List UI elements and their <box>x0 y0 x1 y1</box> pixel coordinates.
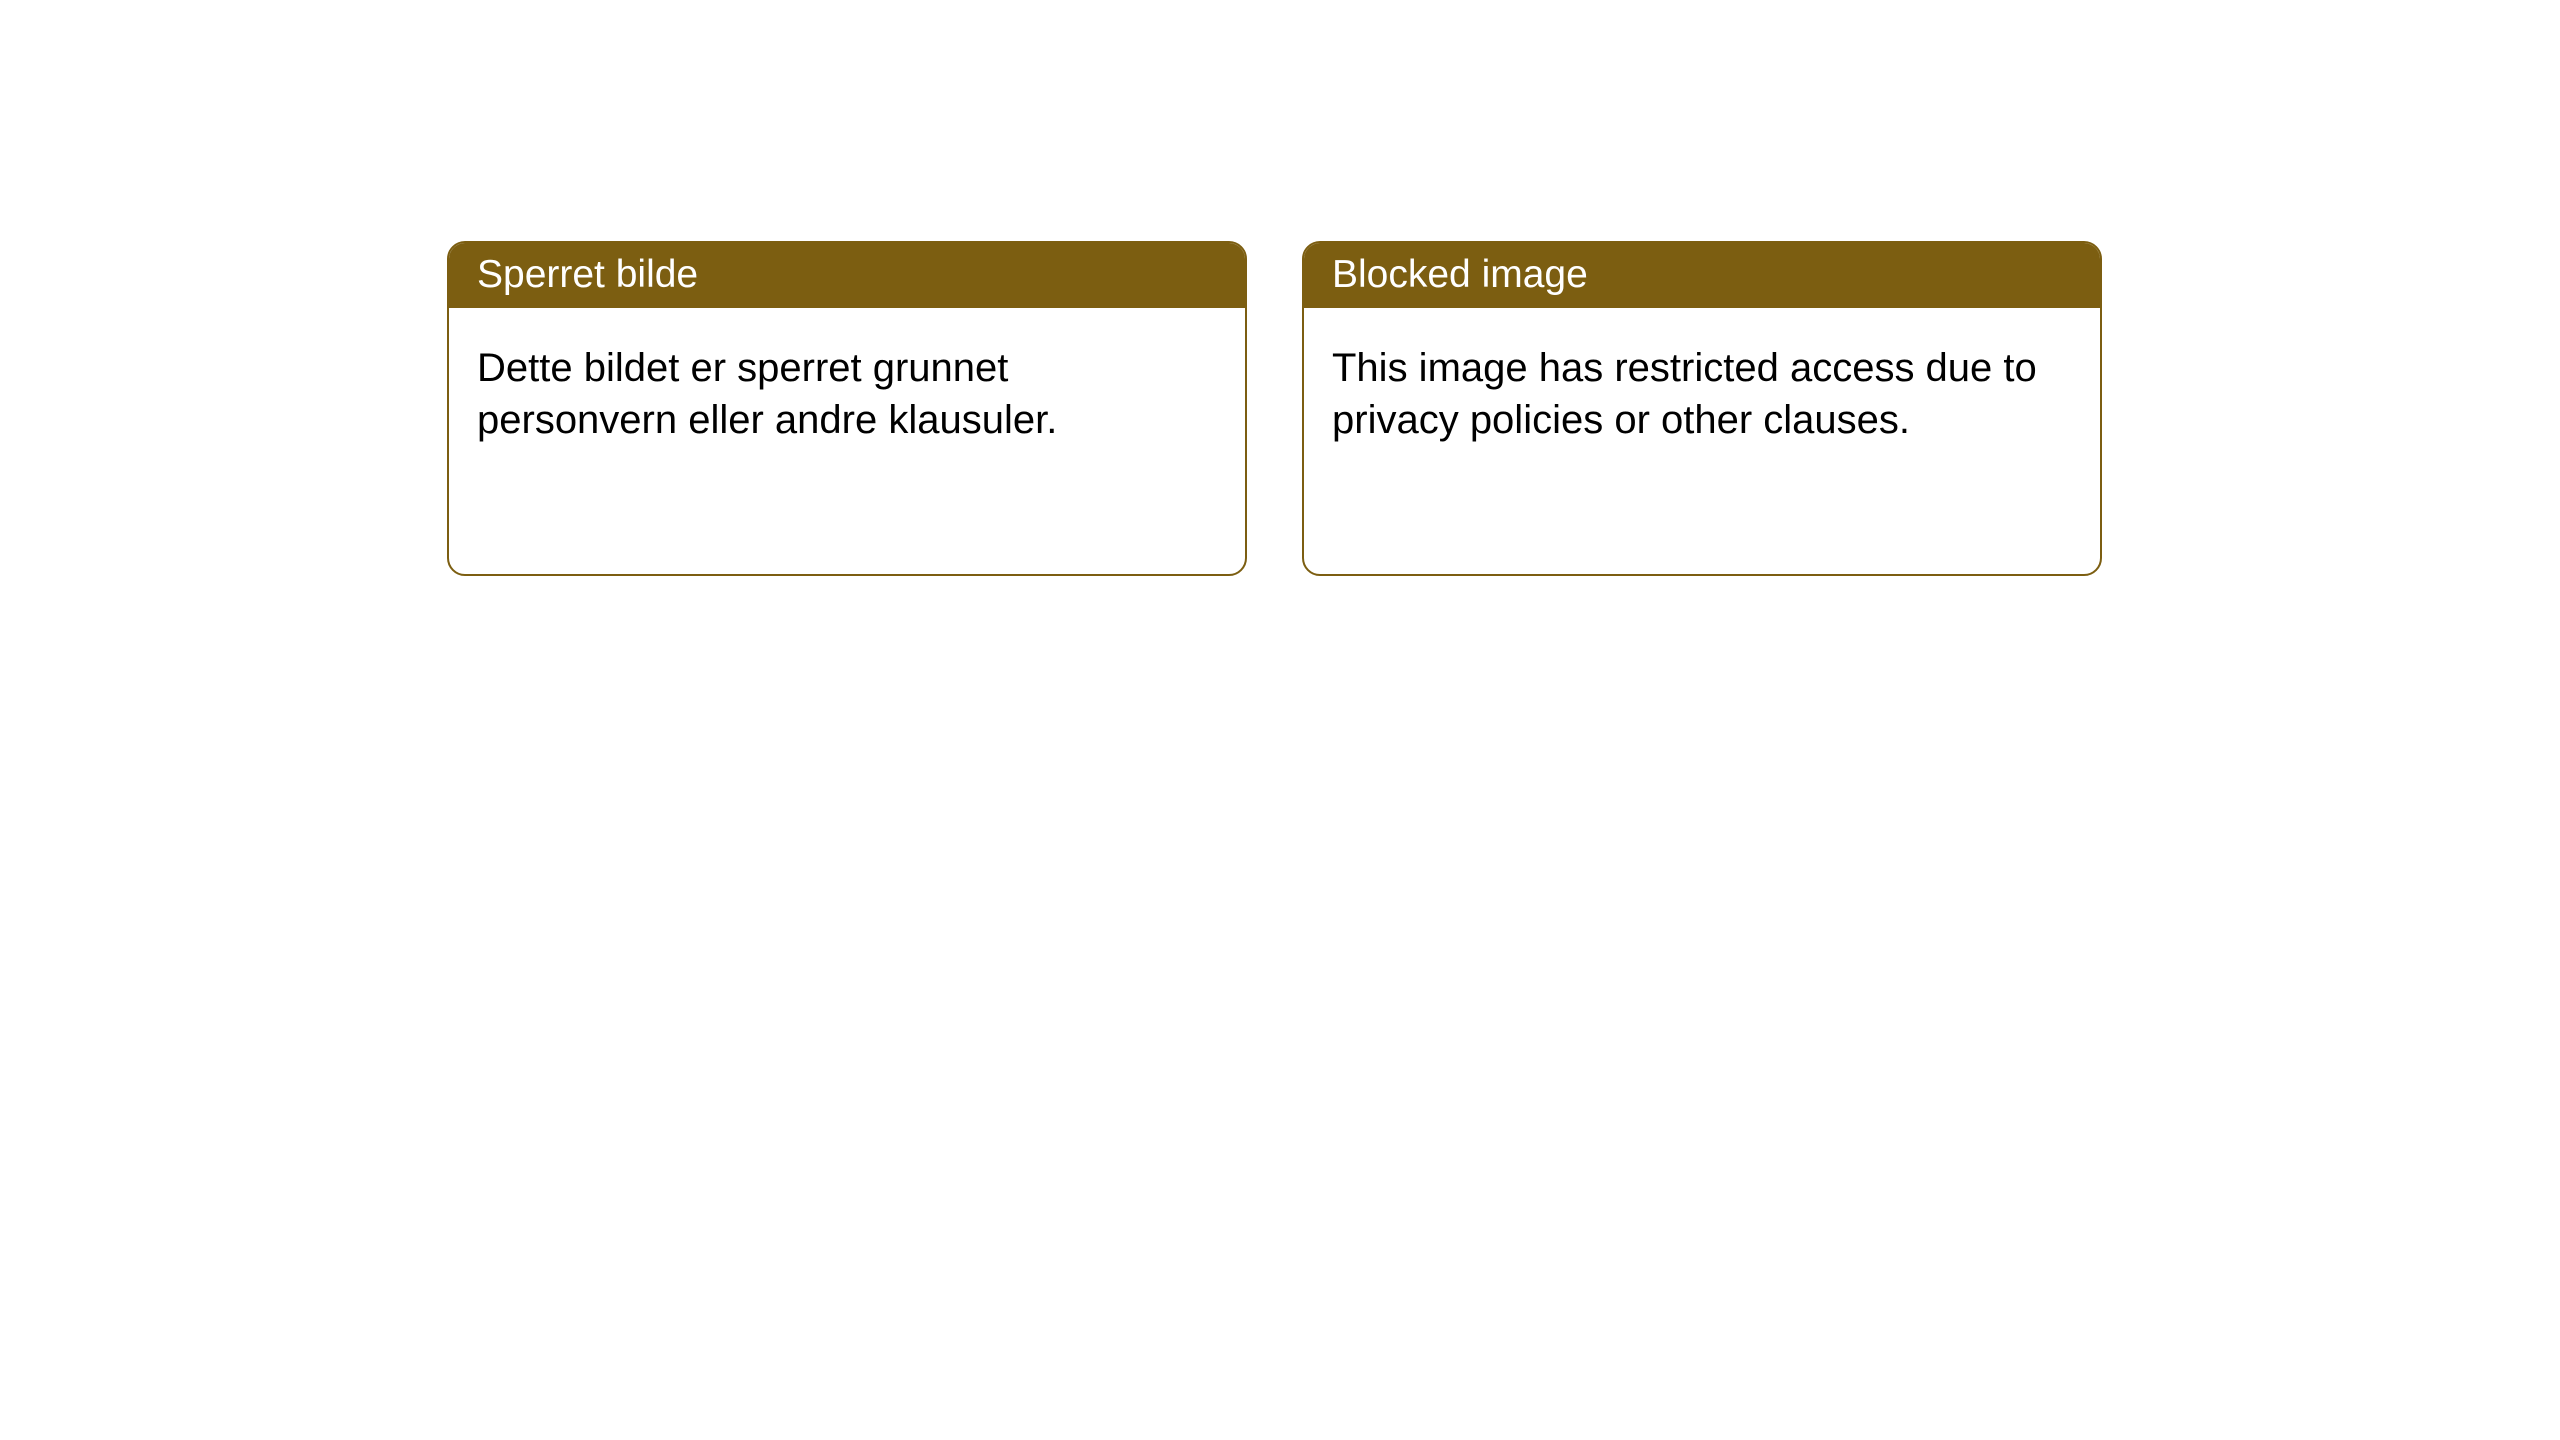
notice-body-english: This image has restricted access due to … <box>1304 308 2100 480</box>
notice-card-english: Blocked image This image has restricted … <box>1302 241 2102 576</box>
notice-body-norwegian: Dette bildet er sperret grunnet personve… <box>449 308 1245 480</box>
notice-container: Sperret bilde Dette bildet er sperret gr… <box>447 241 2102 576</box>
notice-header-norwegian: Sperret bilde <box>449 243 1245 308</box>
notice-card-norwegian: Sperret bilde Dette bildet er sperret gr… <box>447 241 1247 576</box>
notice-header-english: Blocked image <box>1304 243 2100 308</box>
